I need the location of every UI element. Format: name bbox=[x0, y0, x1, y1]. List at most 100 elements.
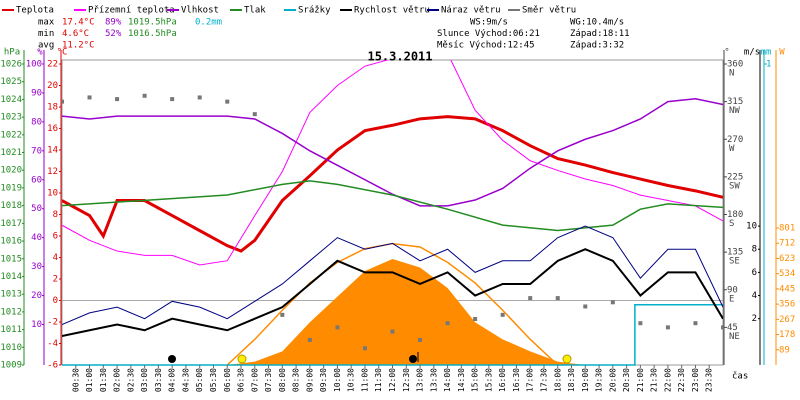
y-tick-label: 1022 bbox=[0, 130, 22, 140]
axis-unit: °C bbox=[57, 48, 68, 58]
direction-point bbox=[555, 296, 560, 301]
y-tick-label: 2 bbox=[752, 314, 757, 324]
x-tick-label: 08:30 bbox=[292, 368, 301, 392]
series-line bbox=[62, 304, 723, 366]
y-tick-name: W bbox=[729, 144, 735, 154]
direction-point bbox=[142, 93, 147, 98]
direction-point bbox=[197, 95, 202, 100]
direction-point bbox=[62, 99, 64, 104]
y-tick-name: SW bbox=[729, 181, 740, 191]
axis-unit: W bbox=[779, 48, 785, 58]
y-tick-label: 12 bbox=[47, 167, 58, 177]
x-tick-label: 08:00 bbox=[278, 368, 287, 392]
legend-label: Tlak bbox=[244, 6, 266, 16]
x-tick-label: 11:30 bbox=[374, 368, 383, 392]
x-tick-label: 19:00 bbox=[581, 368, 590, 392]
series-line bbox=[62, 180, 723, 232]
y-tick-label: 30 bbox=[31, 262, 42, 272]
stat-value: 1019.5hPa bbox=[128, 18, 177, 28]
radiation-area bbox=[227, 258, 586, 365]
stat-value: 17.4°C bbox=[62, 18, 95, 28]
x-tick-label: 23:00 bbox=[691, 368, 700, 392]
y-tick-label: 10 bbox=[47, 189, 58, 199]
y-tick-label: 1013 bbox=[0, 290, 22, 300]
legend-label: Vlhkost bbox=[181, 6, 219, 16]
y-tick-label: -4 bbox=[47, 339, 58, 349]
x-tick-label: 15:30 bbox=[484, 368, 493, 392]
y-tick-label: 16 bbox=[47, 124, 58, 134]
direction-point bbox=[335, 325, 340, 330]
y-tick-label: 90 bbox=[727, 285, 738, 295]
x-tick-label: 22:30 bbox=[677, 368, 686, 392]
y-tick-label: 1010 bbox=[0, 343, 22, 353]
x-tick-label: 22:00 bbox=[663, 368, 672, 392]
y-tick-label: 1009 bbox=[0, 361, 22, 371]
y-tick-label: 4 bbox=[53, 253, 58, 263]
x-tick-label: 14:30 bbox=[457, 368, 466, 392]
y-tick-name: NW bbox=[729, 106, 740, 116]
y-tick-label: 14 bbox=[47, 146, 58, 156]
x-tick-label: 00:30 bbox=[71, 368, 80, 392]
x-tick-label: 10:30 bbox=[347, 368, 356, 392]
direction-point bbox=[280, 312, 285, 317]
x-tick-label: 09:30 bbox=[319, 368, 328, 392]
sunrise bbox=[237, 354, 247, 364]
x-tick-label: 02:00 bbox=[113, 368, 122, 392]
moon-set bbox=[168, 355, 176, 363]
y-tick-label: 712 bbox=[779, 239, 795, 249]
y-tick-label: 20 bbox=[47, 81, 58, 91]
direction-point bbox=[87, 95, 92, 100]
sunset bbox=[562, 354, 572, 364]
y-tick-label: 356 bbox=[779, 300, 795, 310]
direction-point bbox=[390, 329, 395, 334]
y-tick-label: 70 bbox=[31, 146, 42, 156]
direction-point bbox=[445, 321, 450, 326]
direction-point bbox=[583, 304, 588, 309]
y-tick-name: S bbox=[729, 219, 734, 229]
series-line bbox=[62, 60, 723, 266]
info-text: Slunce Východ:06:21 bbox=[437, 29, 540, 39]
stat-value: 0.2mm bbox=[195, 18, 222, 28]
y-tick-label: 45 bbox=[727, 323, 738, 333]
x-tick-label: 10:00 bbox=[333, 368, 342, 392]
series-line bbox=[62, 115, 723, 253]
stat-label: avg bbox=[38, 41, 54, 51]
y-tick-name: E bbox=[729, 294, 734, 304]
direction-point bbox=[252, 112, 257, 117]
y-tick-label: 1015 bbox=[0, 254, 22, 264]
legend-label: Směr větru bbox=[522, 6, 576, 16]
direction-point bbox=[638, 321, 643, 326]
y-tick-label: 225 bbox=[727, 172, 743, 182]
y-tick-label: 8 bbox=[752, 245, 757, 255]
x-tick-label: 18:30 bbox=[567, 368, 576, 392]
x-tick-label: 21:00 bbox=[636, 368, 645, 392]
y-tick-label: 1026 bbox=[0, 60, 22, 70]
y-tick-label: 1014 bbox=[0, 272, 22, 282]
y-tick-label: 100 bbox=[26, 60, 42, 70]
x-tick-label: 12:30 bbox=[402, 368, 411, 392]
y-tick-name: NE bbox=[729, 332, 740, 342]
y-tick-label: -6 bbox=[47, 361, 58, 371]
direction-point bbox=[665, 325, 670, 330]
legend-label: Přízemní teplota bbox=[88, 6, 175, 16]
x-tick-label: 01:00 bbox=[85, 368, 94, 392]
x-tick-label: 03:30 bbox=[154, 368, 163, 392]
x-tick-label: 03:00 bbox=[140, 368, 149, 392]
y-tick-label: 10 bbox=[31, 320, 42, 330]
x-tick-label: 05:30 bbox=[209, 368, 218, 392]
y-tick-label: 50 bbox=[31, 204, 42, 214]
direction-point bbox=[418, 337, 423, 342]
axis-unit: % bbox=[37, 48, 43, 58]
y-tick-label: 801 bbox=[779, 224, 795, 234]
x-tick-label: 04:00 bbox=[168, 368, 177, 392]
y-tick-label: 1024 bbox=[0, 95, 22, 105]
legend-label: Náraz větru bbox=[441, 6, 501, 16]
axis-unit: hPa bbox=[4, 48, 20, 58]
direction-point bbox=[170, 97, 175, 102]
y-tick-label: 90 bbox=[31, 88, 42, 98]
y-tick-label: 1021 bbox=[0, 148, 22, 158]
y-tick-label: 8 bbox=[53, 210, 58, 220]
y-tick-label: 1012 bbox=[0, 307, 22, 317]
y-tick-label: 534 bbox=[779, 269, 795, 279]
x-tick-label: 04:30 bbox=[181, 368, 190, 392]
